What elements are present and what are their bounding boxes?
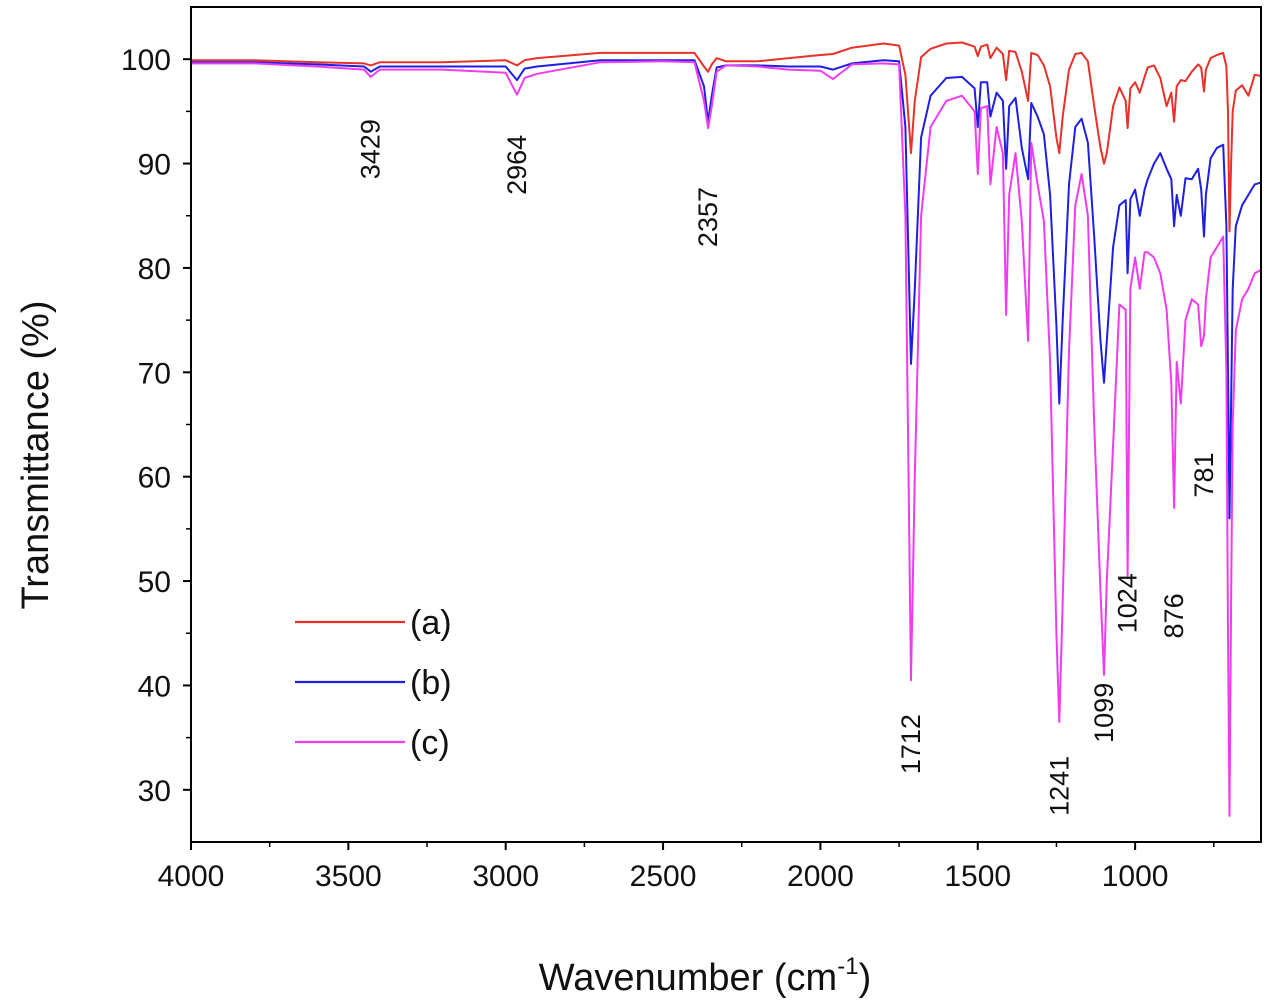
series-layer bbox=[191, 41, 1262, 817]
annotation-layer: 3429 2964 2357 1712 1241 1099 1024 876 781 bbox=[356, 119, 1219, 816]
ticks-layer: 4000 3500 3000 2500 2000 1500 1000 30 40 50 60 70 80… bbox=[121, 44, 1215, 893]
peak-label: 1099 bbox=[1089, 683, 1119, 743]
x-axis-title: Wavenumber (cm-1) bbox=[539, 953, 871, 999]
y-tick-label: 70 bbox=[138, 357, 171, 390]
x-tick-label: 4000 bbox=[158, 860, 225, 893]
x-tick-label: 1500 bbox=[944, 860, 1011, 893]
x-tick-label: 3500 bbox=[315, 860, 382, 893]
x-tick-label: 2000 bbox=[787, 860, 854, 893]
peak-label: 1712 bbox=[896, 714, 926, 774]
x-tick-label: 2500 bbox=[630, 860, 697, 893]
legend-label-a: (a) bbox=[410, 604, 452, 642]
peak-label: 2964 bbox=[502, 135, 532, 195]
series-line-c bbox=[191, 60, 1262, 817]
y-tick-label: 40 bbox=[138, 670, 171, 703]
x-tick-label: 1000 bbox=[1102, 860, 1169, 893]
legend: (a) (b) (c) bbox=[295, 604, 452, 762]
y-tick-label: 90 bbox=[138, 149, 171, 182]
peak-label: 876 bbox=[1159, 593, 1189, 638]
series-line-b bbox=[191, 59, 1262, 520]
y-tick-label: 60 bbox=[138, 462, 171, 495]
peak-label: 2357 bbox=[693, 187, 723, 247]
x-tick-label: 3000 bbox=[472, 860, 539, 893]
legend-label-b: (b) bbox=[410, 664, 452, 702]
y-tick-label: 80 bbox=[138, 253, 171, 286]
series-line-a bbox=[191, 41, 1262, 233]
peak-label: 1241 bbox=[1044, 756, 1074, 816]
y-tick-label: 100 bbox=[121, 44, 171, 77]
legend-label-c: (c) bbox=[410, 724, 450, 762]
y-tick-label: 50 bbox=[138, 566, 171, 599]
peak-label: 1024 bbox=[1113, 573, 1143, 633]
y-axis-title: Transmittance (%) bbox=[15, 301, 57, 610]
y-tick-label: 30 bbox=[138, 775, 171, 808]
peak-label: 781 bbox=[1189, 453, 1219, 498]
peak-label: 3429 bbox=[356, 119, 386, 179]
